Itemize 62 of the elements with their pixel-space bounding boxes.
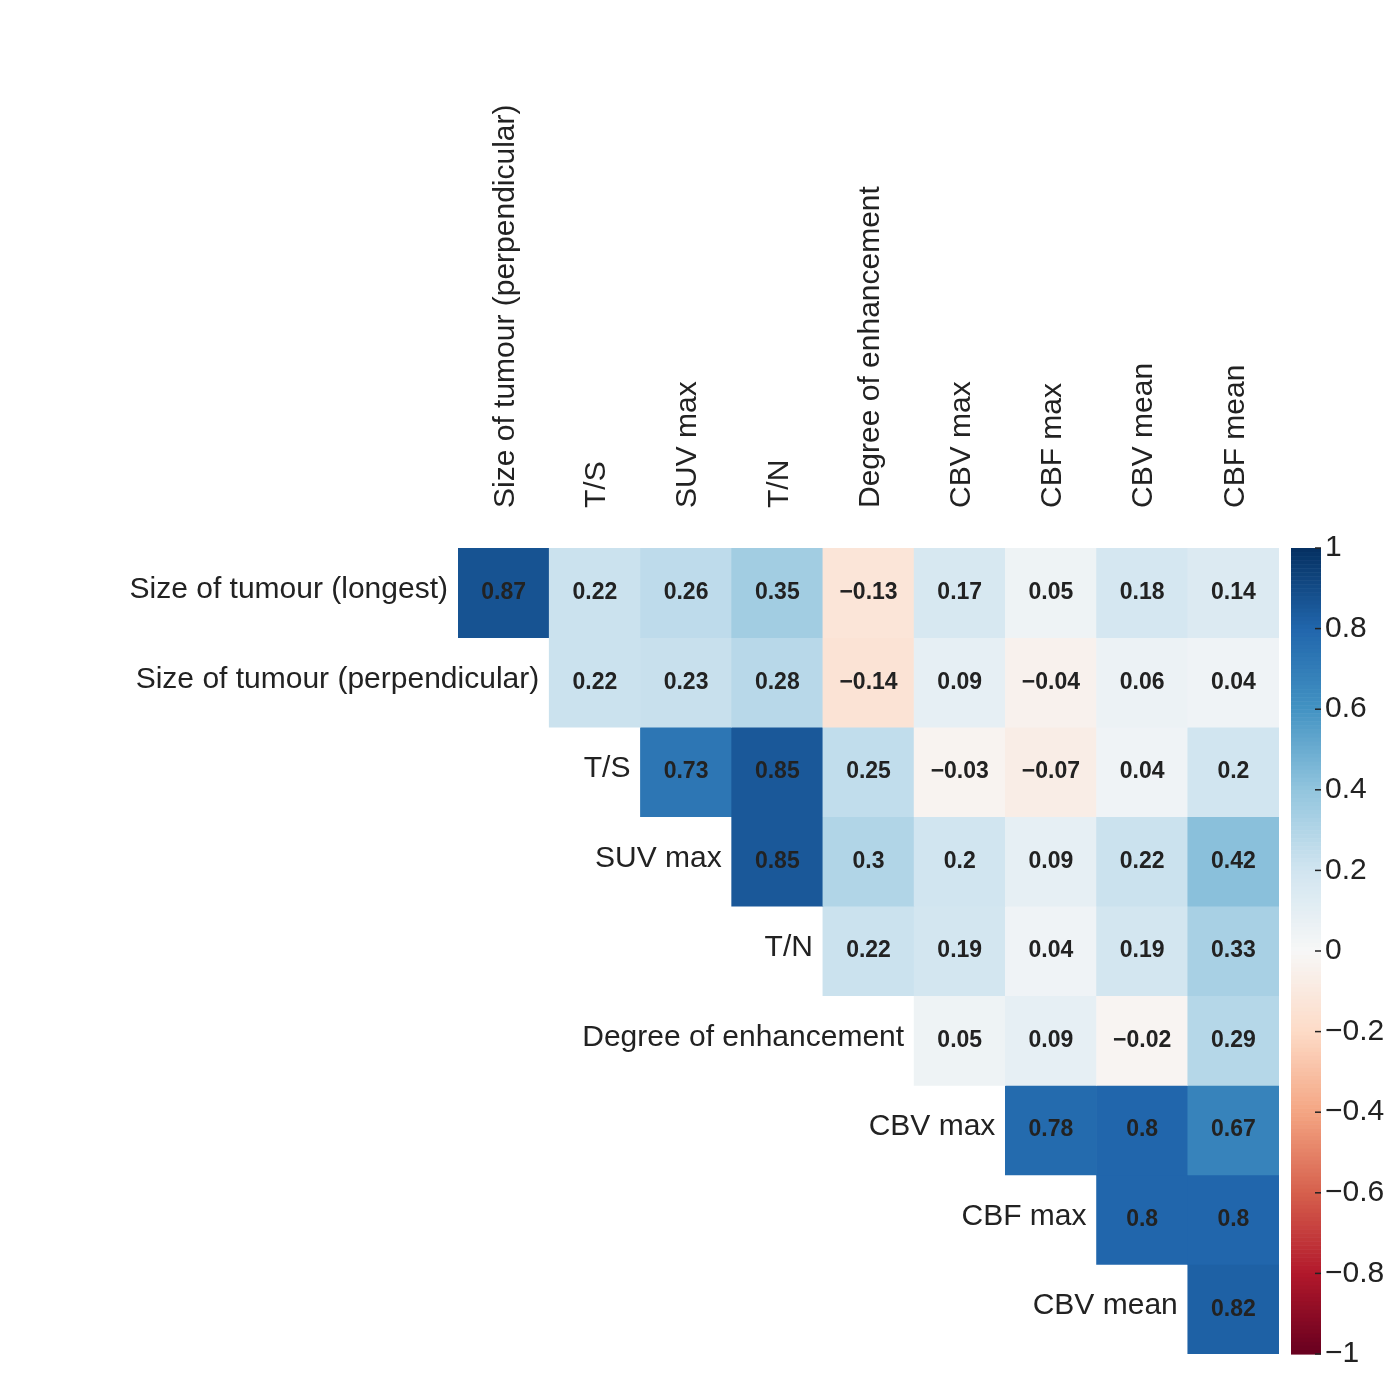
data-label: 0.25 [846,757,892,784]
data-label: 0.2 [1217,757,1250,784]
color-bar-label: −0.4 [1325,1093,1385,1127]
color-bar-label: −0.6 [1325,1174,1385,1208]
data-label: 0.19 [1119,936,1165,963]
data-label: 0.04 [1119,757,1165,784]
data-label: 0.78 [1028,1115,1074,1142]
data-label: 0.85 [754,757,800,784]
data-label: 0.22 [572,578,618,605]
data-label: 0.8 [1217,1205,1250,1232]
data-label: −0.03 [930,757,989,784]
color-bar-label: 0.6 [1325,690,1367,724]
data-label: 0.67 [1211,1115,1256,1142]
data-label: 0.04 [1211,667,1256,694]
y-tick-label: SUV max [594,839,722,873]
data-label: −0.02 [1113,1025,1172,1052]
data-label: 0.85 [754,846,800,873]
data-label: 0.29 [1211,1025,1256,1052]
data-label: 0.23 [663,667,709,694]
data-label: 0.73 [663,757,709,784]
data-label: 0.22 [846,936,891,963]
data-label: 0.33 [1211,936,1256,963]
data-label: 0.8 [1126,1205,1159,1232]
data-label: 0.04 [1028,936,1074,963]
data-label: 0.17 [937,578,983,605]
data-label: 0.06 [1119,667,1165,694]
color-bar-label: 0.4 [1325,771,1367,805]
data-label: 0.42 [1211,846,1256,873]
data-label: 0.09 [1028,846,1074,873]
data-label: 0.26 [663,578,709,605]
color-bar-label: −0.8 [1325,1254,1385,1288]
data-label: 0.05 [937,1025,983,1052]
data-label: 0.19 [937,936,983,963]
data-label: 0.3 [852,846,885,873]
data-label: 0.8 [1126,1115,1159,1142]
data-label: 0.87 [481,578,526,605]
color-bar-label: 0 [1325,932,1342,966]
data-label: 0.82 [1211,1294,1256,1321]
data-label: 0.22 [572,667,618,694]
data-label: 0.14 [1211,578,1256,605]
color-bar-label: 1 [1325,529,1342,563]
data-label: 0.18 [1119,578,1165,605]
data-label: 0.22 [1119,846,1165,873]
data-label: −0.04 [1021,667,1081,694]
data-label: 0.28 [754,667,800,694]
color-bar-label: 0.2 [1325,851,1367,885]
data-label: 0.09 [1028,1025,1074,1052]
y-tick-label: T/S [583,750,631,784]
data-label: 0.05 [1028,578,1074,605]
color-bar-label: 0.8 [1325,609,1367,643]
data-label: 0.2 [943,846,976,873]
color-bar-label: −0.2 [1325,1012,1385,1046]
data-label: 0.35 [754,578,800,605]
data-label: 0.09 [937,667,983,694]
y-tick-label: Degree of enhancement [582,1018,905,1052]
data-label: −0.13 [839,578,898,605]
data-label: −0.14 [839,667,898,694]
color-bar-label: −1 [1325,1335,1360,1369]
data-label: −0.07 [1021,757,1081,784]
y-tick-label: Size of tumour (longest) [129,571,448,605]
x-tick-label: CBF mean [1216,364,1250,508]
x-tick-label: T/N [760,459,794,508]
